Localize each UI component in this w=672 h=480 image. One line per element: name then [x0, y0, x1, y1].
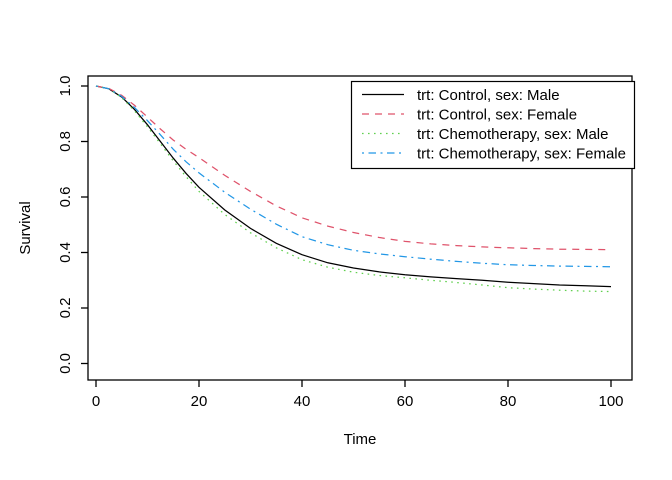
x-tick-label: 80 — [500, 393, 517, 410]
y-tick-label: 1.0 — [57, 76, 74, 97]
legend-item-label-trt-chemotherapy-sex-male: trt: Chemotherapy, sex: Male — [417, 126, 608, 143]
y-tick-label: 0.8 — [57, 131, 74, 152]
y-axis-title: Survival — [17, 201, 34, 254]
y-tick-label: 0.6 — [57, 187, 74, 208]
x-tick-label: 20 — [191, 393, 208, 410]
x-tick-label: 60 — [397, 393, 414, 410]
y-tick-label: 0.4 — [57, 242, 74, 263]
legend-item-label-trt-control-sex-male: trt: Control, sex: Male — [417, 87, 560, 104]
curve-trt-control-sex-female — [95, 85, 612, 251]
legend-box — [350, 80, 636, 170]
y-tick-label: 0.2 — [57, 298, 74, 319]
x-axis-title: Time — [344, 431, 377, 448]
y-tick-label: 0.0 — [57, 353, 74, 374]
curve-trt-chemotherapy-sex-female — [95, 85, 612, 268]
plot-area: 0 20 40 60 80 100 0.0 0.2 0.4 0.6 0.8 1.0 trt: Contr… — [57, 75, 636, 410]
curve-trt-control-sex-male — [95, 85, 612, 288]
plot-box — [87, 75, 633, 381]
x-tick-label: 100 — [598, 393, 623, 410]
legend-item-label-trt-chemotherapy-sex-female: trt: Chemotherapy, sex: Female — [417, 146, 626, 163]
legend-item-label-trt-control-sex-female: trt: Control, sex: Female — [417, 107, 577, 124]
x-tick-label: 0 — [92, 393, 100, 410]
x-tick-label: 40 — [294, 393, 311, 410]
